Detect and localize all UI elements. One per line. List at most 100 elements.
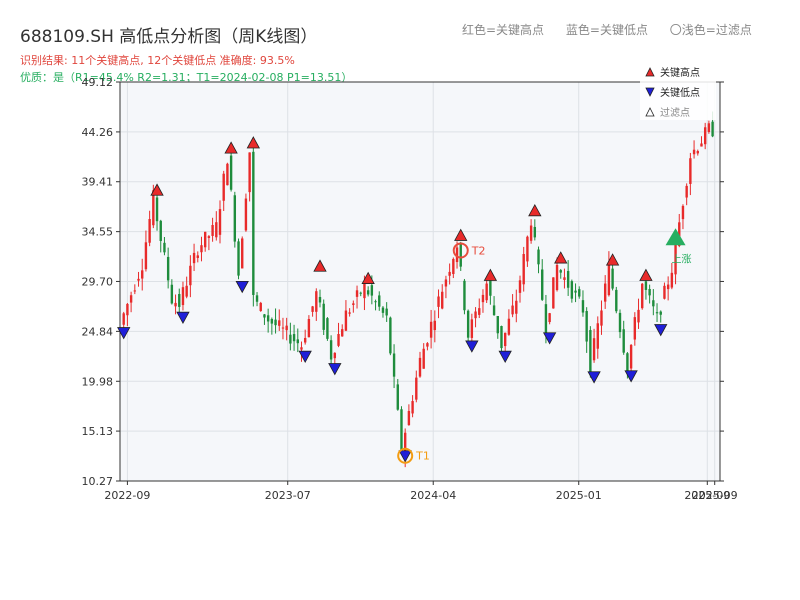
candle-body (555, 264, 559, 291)
t1-circle (397, 447, 414, 464)
candle-body (511, 305, 514, 315)
candle-body (689, 158, 692, 184)
legend-label-0: 关键高点 (660, 66, 700, 79)
candle-body (370, 285, 374, 296)
candle-body (596, 323, 599, 349)
candle-body (344, 310, 348, 331)
candle-body (533, 226, 537, 238)
candle-body (415, 377, 418, 400)
x-tick-label: 2025-09 (692, 489, 738, 502)
candle-body (237, 241, 240, 276)
candle-body (359, 292, 362, 294)
candle-body (329, 340, 333, 360)
candle-body (592, 338, 596, 361)
candle-body (352, 303, 355, 305)
candle-body (700, 143, 703, 147)
candle-body (703, 127, 707, 145)
candle-body (266, 315, 270, 322)
candle-body (611, 268, 614, 289)
t2-label: T2 (471, 244, 486, 257)
candle-body (274, 319, 277, 326)
y-tick-label: 29.70 (82, 275, 114, 288)
candle-body (207, 236, 211, 238)
candle-body (278, 320, 281, 326)
candle-body (563, 277, 566, 280)
candle-body (259, 302, 262, 311)
candle-body (648, 288, 651, 296)
candle-body (692, 149, 696, 155)
legend-marker-0 (645, 67, 655, 77)
candle-body (381, 307, 385, 313)
key-high-marker (361, 271, 375, 284)
candle-body (181, 287, 185, 306)
candle-body (178, 293, 181, 307)
candle-body (663, 285, 666, 299)
key-low-marker (465, 340, 479, 353)
candle-body (433, 320, 437, 331)
candle-body (637, 309, 640, 323)
candle-body (585, 311, 588, 342)
candle-body (659, 311, 662, 315)
candle-body (281, 327, 285, 329)
y-tick-label: 15.13 (82, 425, 114, 438)
candle-body (578, 289, 581, 297)
candle-body (444, 279, 448, 287)
candle-body (270, 318, 274, 324)
candle-body (366, 290, 370, 295)
candle-body (466, 310, 470, 338)
key-high-marker (454, 228, 468, 241)
key-low-marker (298, 350, 312, 364)
candle-body (500, 326, 503, 349)
t1-label: T1 (415, 450, 430, 463)
legend-light-text: 〇浅色=过滤点 (669, 23, 752, 37)
candle-body (696, 151, 699, 154)
candle-body (363, 282, 366, 299)
candle-body (629, 344, 633, 369)
candle-body (203, 231, 207, 248)
y-tick-label: 34.55 (82, 226, 114, 239)
candle-body (633, 317, 637, 340)
candle-body (626, 353, 629, 372)
candle-body (385, 308, 388, 316)
candle-body (392, 353, 396, 377)
candle-body (455, 247, 459, 263)
candle-body (448, 271, 451, 276)
candle-body (622, 329, 625, 353)
candle-body (655, 312, 659, 314)
candle-body (618, 312, 622, 333)
detection-result-text: 识别结果: 11个关键高点, 12个关键低点 准确度: 93.5% (20, 54, 295, 67)
page-title: 688109.SH 高低点分析图（周K线图） (20, 27, 318, 47)
key-high-marker (150, 183, 164, 196)
candle-body (518, 280, 522, 293)
uptrend-signal-marker (665, 228, 686, 246)
candle-body (159, 220, 162, 241)
candle-body (174, 302, 177, 307)
candle-body (603, 283, 607, 302)
candle-body (244, 198, 248, 231)
candle-body (152, 190, 155, 226)
candle-body (403, 432, 407, 456)
candle-body (126, 303, 129, 316)
candles-group (122, 111, 714, 468)
plot-frame (119, 81, 721, 482)
candle-body (581, 300, 585, 313)
candle-body (144, 242, 148, 270)
candle-body (526, 236, 529, 262)
candle-body (644, 281, 648, 290)
uptrend-signal-label: 上涨 (672, 253, 692, 265)
candle-body (233, 195, 237, 242)
legend-red-text: 红色=关键高点 (462, 23, 545, 37)
candle-body (303, 337, 307, 343)
candle-body (252, 151, 255, 295)
candle-body (129, 295, 133, 303)
candle-body (137, 278, 140, 281)
key-low-marker (117, 327, 131, 340)
candle-body (141, 270, 144, 279)
key-low-marker (176, 311, 190, 325)
quality-result-text: 优质：是（R1=45.4% R2=1.31；T1=2024-02-08 P1=1… (20, 71, 353, 84)
candle-body (452, 258, 455, 275)
key-high-marker (313, 259, 327, 272)
candle-body (337, 333, 340, 346)
candle-body (248, 152, 251, 193)
candle-body (548, 313, 551, 323)
